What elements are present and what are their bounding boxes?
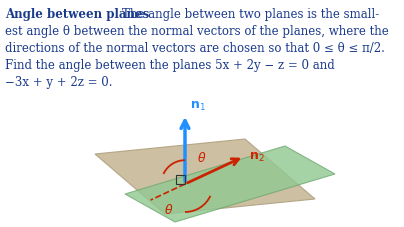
Text: directions of the normal vectors are chosen so that 0 ≤ θ ≤ π/2.: directions of the normal vectors are cho… xyxy=(5,42,385,55)
Text: $\mathbf{n}_1$: $\mathbf{n}_1$ xyxy=(190,99,206,113)
Text: Angle between planes: Angle between planes xyxy=(5,8,149,21)
Text: −3x + y + 2z = 0.: −3x + y + 2z = 0. xyxy=(5,76,112,89)
Text: The angle between two planes is the small-: The angle between two planes is the smal… xyxy=(122,8,379,21)
Text: $\theta$: $\theta$ xyxy=(164,202,174,216)
Text: $\mathbf{n}_2$: $\mathbf{n}_2$ xyxy=(249,150,265,163)
Text: est angle θ between the normal vectors of the planes, where the: est angle θ between the normal vectors o… xyxy=(5,25,389,38)
Polygon shape xyxy=(95,139,315,214)
Text: Find the angle between the planes 5x + 2y − z = 0 and: Find the angle between the planes 5x + 2… xyxy=(5,59,335,72)
Polygon shape xyxy=(125,146,335,222)
Text: $\theta$: $\theta$ xyxy=(198,150,207,164)
